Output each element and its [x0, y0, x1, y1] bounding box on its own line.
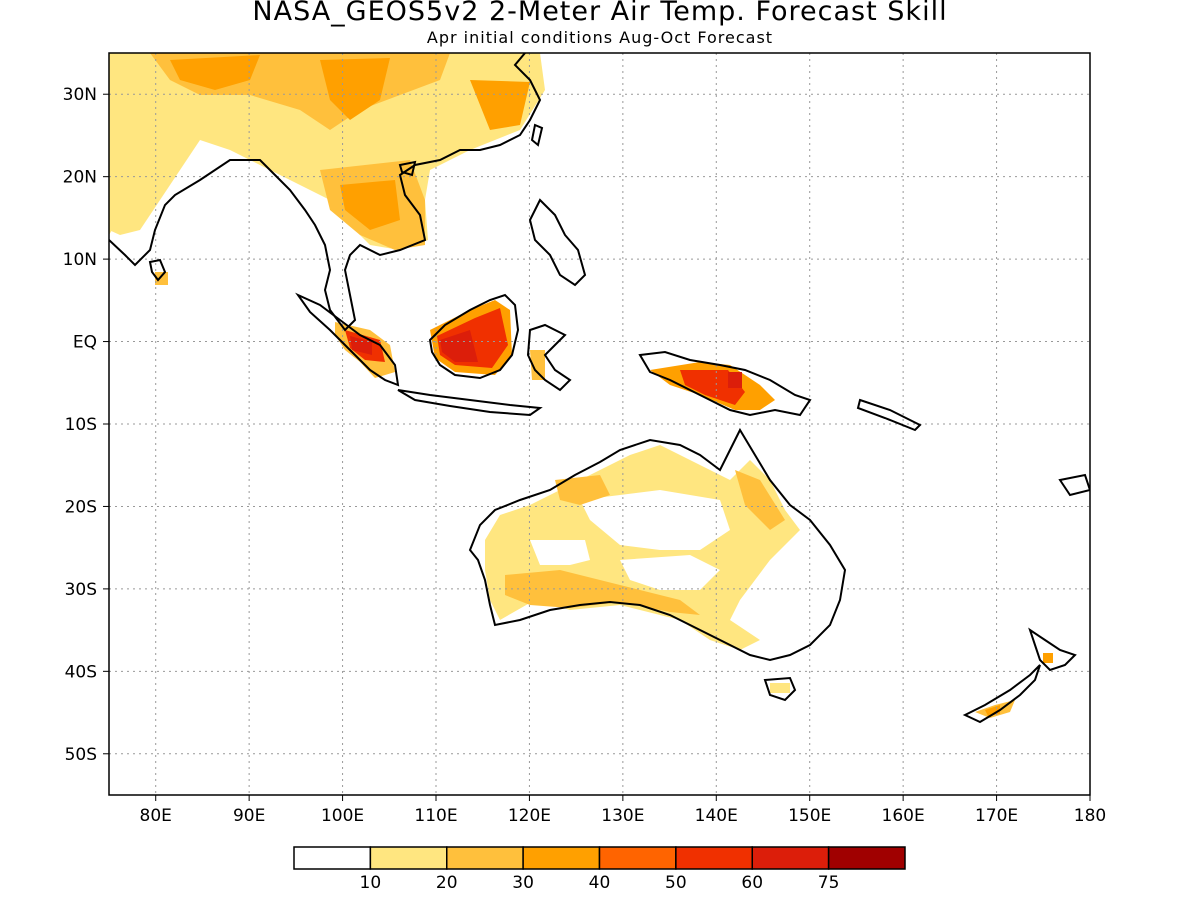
lon-tick-label: 140E — [695, 806, 738, 826]
skill-region-australia-clear-b — [580, 490, 730, 550]
skill-region-indochina-core — [340, 180, 400, 230]
lon-tick-label: 100E — [321, 806, 364, 826]
lon-tick-label: 130E — [601, 806, 644, 826]
coast-hainan — [398, 160, 417, 177]
coast-nz-north — [1028, 627, 1077, 672]
colorbar-label: 30 — [512, 873, 534, 893]
lon-tick-label: 120E — [508, 806, 551, 826]
skill-region-new-guinea-peak — [728, 372, 742, 388]
skill-region-nz-north — [1043, 653, 1053, 663]
skill-region-australia-south — [505, 570, 700, 615]
colorbar-swatch — [293, 846, 372, 870]
colorbar-label: 60 — [741, 873, 763, 893]
colorbar-swatch — [827, 846, 906, 870]
skill-region-australia-north — [555, 475, 610, 505]
skill-region-china-c — [320, 58, 390, 120]
grid-lines — [109, 53, 1090, 795]
coast-nz-south — [962, 664, 1041, 724]
colorbar-swatch — [369, 846, 448, 870]
coast-solomons — [856, 398, 922, 432]
lat-tick-label: 20S — [65, 497, 97, 517]
skill-region-australia-clear-c — [620, 555, 720, 590]
latitude-tick-labels: 30N 20N 10N EQ 10S 20S 30S 40S 50S — [63, 85, 109, 765]
coast-asia — [109, 53, 542, 332]
skill-region-borneo-peak — [440, 330, 478, 362]
coast-fiji-area — [1058, 473, 1090, 497]
lat-tick-label: 50S — [65, 745, 97, 765]
colorbar-label: 75 — [818, 873, 840, 893]
colorbar-swatch — [675, 846, 753, 870]
skill-shading — [109, 53, 1053, 718]
colorbar: 10 20 30 40 50 60 75 — [293, 846, 906, 893]
colorbar-swatch — [751, 846, 830, 870]
coast-borneo — [428, 293, 520, 380]
colorbar-swatch — [522, 846, 601, 870]
skill-region-china-b — [170, 55, 260, 90]
lat-tick-label: 30S — [65, 580, 97, 600]
colorbar-label: 20 — [436, 873, 458, 893]
coast-tasmania — [763, 676, 797, 702]
skill-region-sumatra-peak — [350, 336, 372, 355]
chart-subtitle: Apr initial conditions Aug-Oct Forecast — [426, 28, 774, 47]
skill-region-australia-east — [735, 470, 785, 530]
colorbar-label: 10 — [360, 873, 382, 893]
colorbar-label: 50 — [665, 873, 687, 893]
lat-tick-label: 20N — [63, 168, 97, 188]
coast-australia — [468, 427, 847, 662]
lat-tick-label: 40S — [65, 662, 97, 682]
coast-sumatra — [295, 292, 400, 387]
lon-tick-label: 160E — [882, 806, 925, 826]
skill-region-australia-clear-a — [530, 540, 590, 565]
lat-tick-label: 10S — [65, 415, 97, 435]
lon-tick-label: 90E — [233, 806, 265, 826]
lon-tick-label: 110E — [414, 806, 457, 826]
lon-tick-label: 80E — [140, 806, 172, 826]
coast-sri-lanka — [148, 258, 167, 282]
lat-tick-label: 30N — [63, 85, 97, 105]
longitude-tick-labels: 80E 90E 100E 110E 120E 130E 140E 150E 160E 170E 18… — [140, 795, 1106, 826]
skill-region-sulawesi — [530, 350, 545, 380]
coast-sulawesi — [526, 323, 572, 392]
skill-region-china-d — [470, 80, 530, 130]
coastlines — [109, 53, 1090, 724]
colorbar-swatch — [598, 846, 677, 870]
lon-tick-label: 170E — [975, 806, 1018, 826]
coast-java — [397, 389, 543, 417]
colorbar-swatch — [446, 846, 524, 870]
map-frame — [108, 52, 1091, 796]
lon-tick-label: 150E — [788, 806, 831, 826]
coast-taiwan — [530, 123, 544, 147]
skill-region-india-stip — [109, 90, 200, 235]
skill-region-sri-lanka — [155, 272, 168, 285]
coast-new-guinea — [638, 350, 812, 417]
lat-tick-label: EQ — [73, 333, 97, 353]
lat-tick-label: 10N — [63, 250, 97, 270]
skill-region-tasmania — [770, 683, 790, 693]
coast-philippines — [528, 198, 587, 287]
chart-title: NASA_GEOS5v2 2-Meter Air Temp. Forecast … — [252, 0, 948, 27]
lon-tick-label: 180 — [1074, 806, 1106, 826]
colorbar-label: 40 — [589, 873, 611, 893]
